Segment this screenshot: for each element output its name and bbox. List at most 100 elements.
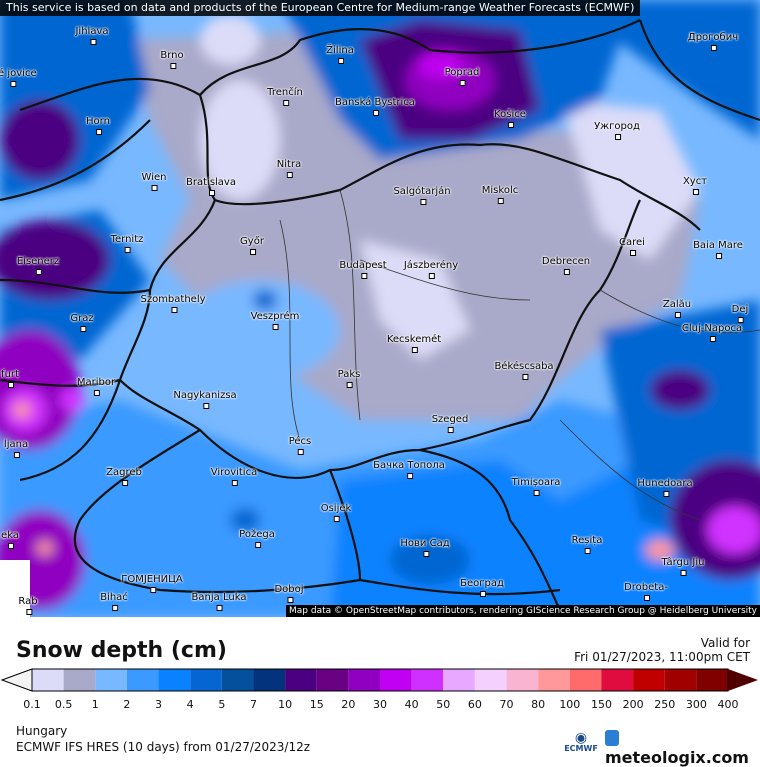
city-label: Szombathely (140, 294, 206, 313)
city-label: Nagykanizsa (173, 390, 237, 409)
city-label: Banská Bystrica (335, 97, 415, 116)
legend-label: 200 (622, 698, 644, 711)
legend-label: 15 (309, 698, 324, 711)
city-label: Budapest (339, 260, 387, 279)
map-title: Snow depth (cm) (16, 638, 227, 663)
city-label: Dej (731, 304, 749, 323)
city-label: ljana (3, 439, 29, 458)
city-label: Graz (70, 313, 94, 332)
city-label: Poprad (444, 67, 480, 86)
ecmwf-logo-icon: ◉ (574, 730, 588, 746)
city-label: Zalău (662, 299, 692, 318)
city-label: Ternitz (110, 234, 144, 253)
legend-swatch (538, 669, 570, 691)
legend-label: 80 (531, 698, 546, 711)
city-label: Debrecen (541, 256, 591, 275)
valid-time: Fri 01/27/2023, 11:00pm CET (574, 650, 750, 664)
legend-label: 10 (278, 698, 293, 711)
legend-swatch (696, 669, 728, 691)
legend-swatch (443, 669, 475, 691)
city-label: Virovitica (210, 467, 258, 486)
legend-swatch (601, 669, 634, 691)
legend-swatch (380, 669, 412, 691)
legend-label: 1 (91, 698, 99, 711)
snow-fields (0, 0, 760, 617)
map-layers (0, 0, 760, 617)
city-label: Kecskemét (386, 334, 442, 353)
no-data-area (0, 560, 30, 617)
city-label: Banja Luka (191, 592, 247, 611)
legend-swatch (569, 669, 602, 691)
city-label: Бачка Топола (373, 460, 445, 479)
city-label: Pécs (288, 436, 312, 455)
ecmwf-notice: This service is based on data and produc… (0, 0, 641, 16)
city-label: Požega (239, 529, 275, 548)
city-label: Paks (337, 369, 361, 388)
city-label: Ужгород (594, 121, 640, 140)
city-label: Brno (160, 50, 184, 69)
legend-label: 3 (155, 698, 163, 711)
city-label: Дрогобич (687, 32, 739, 51)
city-label: Wien (141, 172, 167, 191)
city-label: Carei (619, 237, 645, 256)
ecmwf-logo: ◉ ECMWF (563, 730, 599, 753)
legend-label: 20 (341, 698, 356, 711)
country-borders (0, 19, 760, 611)
legend-label: 50 (436, 698, 451, 711)
legend-swatch (126, 669, 159, 691)
legend-swatch (253, 669, 286, 691)
legend-label: 70 (499, 698, 514, 711)
city-label: Horn (86, 116, 110, 135)
legend-swatch (285, 669, 317, 691)
city-label: Bratislava (186, 177, 236, 196)
meteologix-text: meteologix.com (605, 748, 749, 767)
city-label: Maribor (76, 377, 116, 396)
legend-label: 2 (123, 698, 131, 711)
city-label: Baia Mare (693, 240, 743, 259)
city-label: ské jovice (0, 68, 37, 87)
legend-label: 30 (373, 698, 387, 711)
city-label: Jihlava (75, 26, 109, 45)
legend-swatch (348, 669, 380, 691)
city-label: Salgótarján (393, 186, 451, 205)
legend-label: 40 (404, 698, 419, 711)
city-label: Drobeta- (624, 582, 668, 601)
city-label: eka (1, 530, 19, 549)
city-label: Doboj (274, 584, 304, 603)
snow-depth-map[interactable]: Jihlava Brno Žilina Poprad Дрогобич Trenčín Ba… (0, 0, 760, 617)
ecmwf-logo-text: ECMWF (564, 744, 598, 753)
city-label: Győr (240, 236, 264, 255)
legend-label: 4 (186, 698, 194, 711)
meteologix-logo[interactable]: meteologix.com (605, 729, 760, 767)
legend-swatch (63, 669, 96, 691)
city-label: Szeged (431, 414, 469, 433)
city-label: Нови Сад (400, 538, 450, 557)
legend-under-triangle (0, 668, 33, 692)
legend-swatch (474, 669, 507, 691)
legend-swatch (316, 669, 349, 691)
city-label: Târgu Jiu (661, 557, 705, 576)
legend-label: 100 (559, 698, 581, 711)
city-label: Nitra (276, 159, 302, 178)
region-borders (279, 189, 760, 521)
city-label: Reșița (571, 535, 603, 554)
city-label: Trenčín (267, 87, 303, 106)
legend-swatch (221, 669, 254, 691)
legend-swatch (633, 669, 665, 691)
legend-swatch (506, 669, 539, 691)
color-legend (0, 668, 758, 692)
legend-label: 60 (467, 698, 482, 711)
meteologix-icon (605, 730, 619, 746)
city-label: Cluj-Napoca (681, 323, 743, 342)
map-attribution: Map data © OpenStreetMap contributors, r… (286, 605, 760, 617)
legend-label: 250 (654, 698, 676, 711)
legend-swatch (664, 669, 697, 691)
legend-label: 400 (717, 698, 739, 711)
city-label: Békéscsaba (494, 361, 554, 380)
city-label: Zagreb (106, 467, 142, 486)
legend-swatch (190, 669, 222, 691)
city-label: Veszprém (250, 311, 300, 330)
city-label: Košice (494, 109, 526, 128)
city-label: Bihać (100, 592, 128, 611)
legend-label: 0.1 (23, 698, 41, 711)
